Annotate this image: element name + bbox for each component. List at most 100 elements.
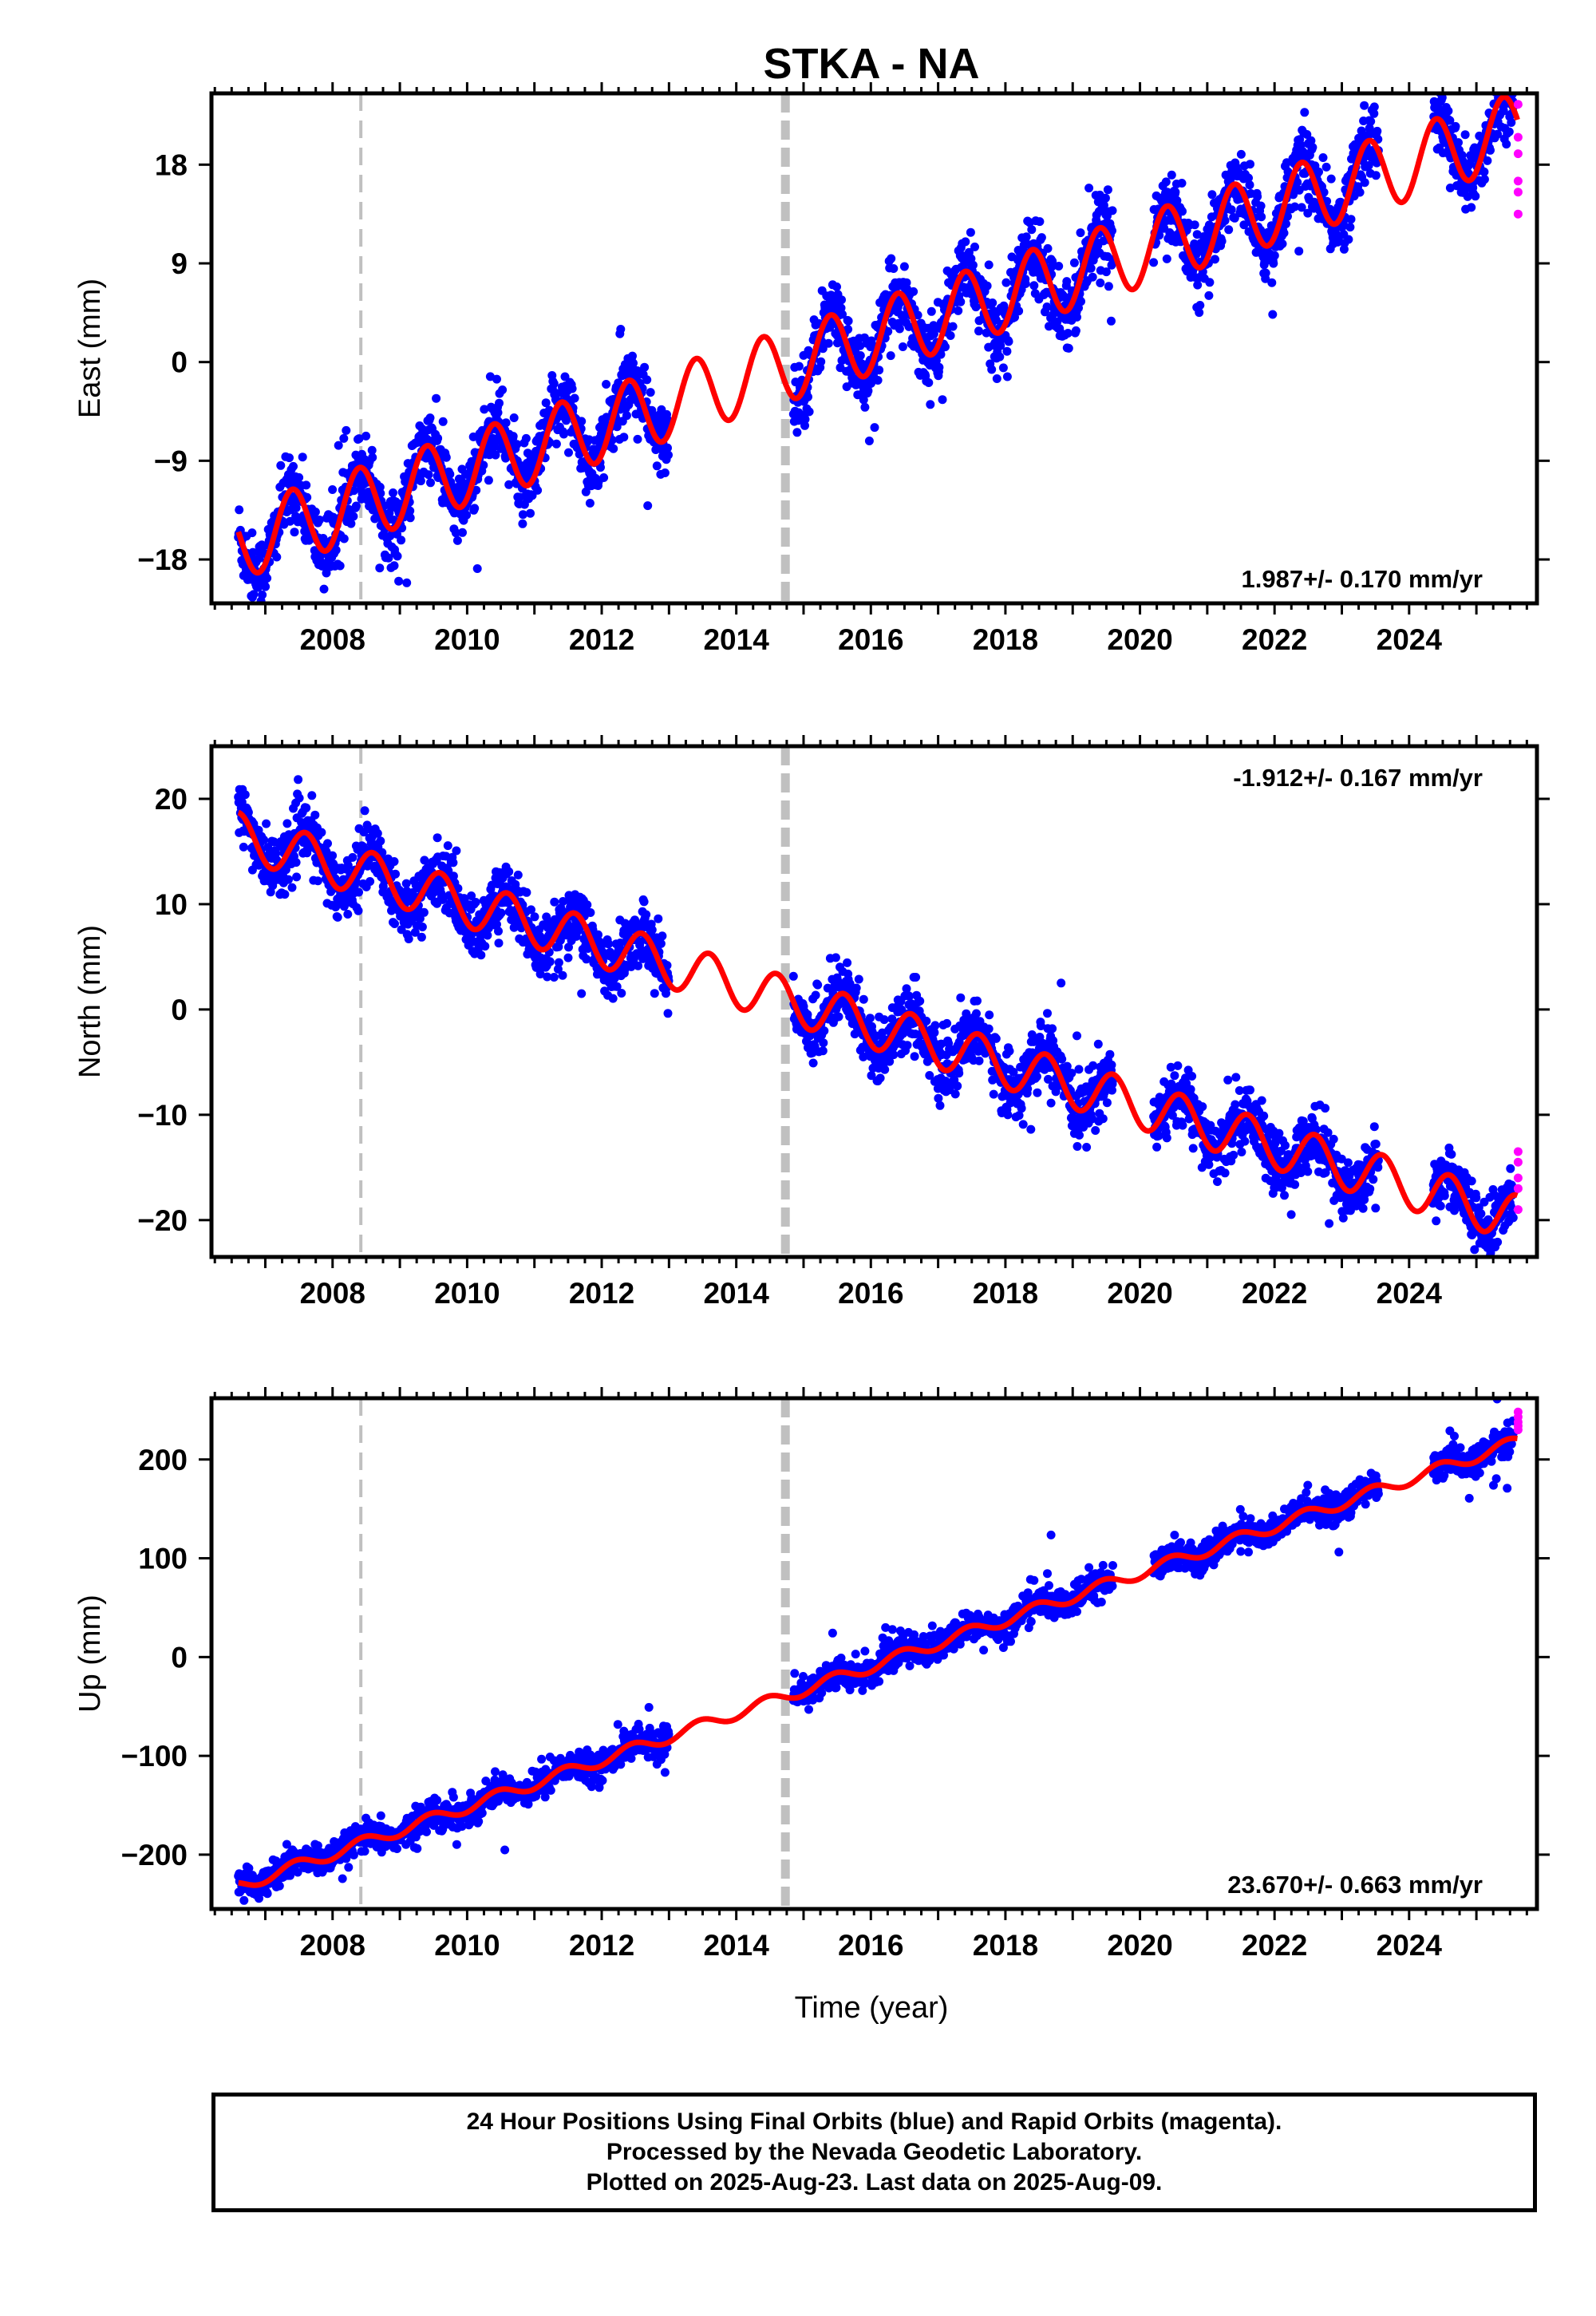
final-point [397,536,406,545]
final-point [1246,160,1254,169]
final-point [365,877,375,886]
final-point [859,395,868,405]
final-point [1204,290,1214,300]
final-point [391,869,400,879]
final-point [577,417,587,426]
final-point [931,356,941,366]
final-point [1503,73,1512,82]
final-point [292,872,302,882]
final-point [1107,316,1116,326]
final-point [1506,52,1515,61]
final-point [1001,278,1011,287]
final-point [954,1069,964,1078]
final-point [992,374,1001,383]
final-point [472,564,482,573]
final-point [354,887,363,897]
final-point [1017,1104,1026,1113]
final-point [1014,306,1024,316]
final-point [811,990,820,1000]
final-point [903,1041,912,1050]
final-point [1444,106,1453,116]
final-point [343,910,353,919]
final-point [1075,1130,1084,1140]
final-orbit-points-east [234,52,1518,603]
final-point [974,1056,984,1065]
final-point [639,897,649,907]
final-point [317,828,326,837]
final-point [351,501,361,511]
final-point [1326,174,1336,184]
final-point [1282,219,1290,228]
final-point [954,306,963,315]
final-point [1259,1111,1269,1120]
final-point [915,996,925,1006]
final-point [1043,1009,1052,1018]
final-point [1231,1073,1241,1082]
final-point [1471,192,1480,201]
final-point [424,470,433,480]
final-point [1294,247,1304,256]
y-axis-label-east: East (mm) [73,279,107,418]
final-point [1002,346,1012,356]
final-point [879,1015,889,1025]
final-point [1229,1150,1238,1160]
final-point [999,301,1009,310]
final-point [339,534,349,543]
final-point [1003,1110,1013,1120]
final-point [1302,130,1312,139]
final-point [663,1009,673,1018]
final-point [1155,231,1164,240]
final-point [550,897,559,907]
final-point [501,418,511,428]
final-point [818,1046,828,1056]
plot-area-north [234,775,1523,1257]
final-point [239,842,248,852]
x-tick-label: 2014 [703,623,769,656]
final-point [490,440,499,449]
final-point [950,1089,960,1099]
final-point [984,260,994,270]
final-point [417,923,427,931]
final-point [804,407,814,417]
final-point [859,994,868,1004]
y-tick-label: −9 [154,445,188,477]
final-point [342,425,351,435]
final-point [586,908,595,917]
final-point [966,227,975,237]
final-point [913,310,922,320]
final-point [480,405,489,414]
final-point [984,1024,994,1034]
final-point [1073,312,1081,322]
rapid-point [1513,149,1523,159]
final-point [247,528,257,538]
final-point [1269,259,1278,268]
final-point [289,461,298,471]
final-point [1074,1065,1084,1074]
final-point [968,260,978,270]
final-point [249,590,259,599]
final-point [375,563,385,573]
final-point [808,1058,818,1068]
final-point [480,942,490,951]
final-point [1027,225,1037,235]
final-point [1098,1114,1108,1124]
final-point [518,519,527,528]
final-point [518,510,527,520]
final-point [545,957,555,966]
final-point [804,392,812,401]
final-point [1063,329,1073,338]
final-point [608,994,618,1003]
final-point [354,434,364,444]
final-point [1217,236,1227,246]
final-point [494,939,504,948]
final-point [875,366,884,375]
final-point [654,914,663,923]
final-point [642,910,651,919]
final-point [1187,1072,1197,1081]
final-point [491,450,500,460]
final-point [577,989,587,998]
final-point [310,810,320,820]
final-point [1503,72,1511,81]
final-point [349,512,358,521]
final-point [549,973,559,982]
